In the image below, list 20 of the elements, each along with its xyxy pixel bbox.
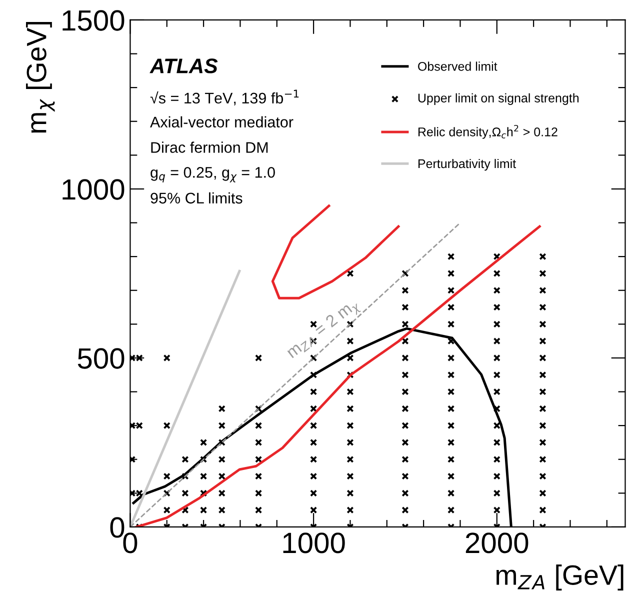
y-axis-title: m$_{χ}$ [GeV]	[26, 22, 55, 133]
annotation: Dirac fermion DM	[151, 142, 268, 153]
annotation: Axial-vector mediator	[150, 116, 294, 128]
annotation: √s = 13 TeV, 139 fb$^{−1}$	[150, 90, 299, 106]
y-tick-label: 500	[78, 348, 124, 369]
y-tick-label: 1500	[62, 10, 124, 31]
annotation: 95% CL limits	[150, 192, 242, 204]
legend-label: Relic density,Ω$_{c}$h$^{2}$ > 0.12	[418, 124, 558, 139]
legend-label: Observed limit	[418, 62, 498, 71]
legend-label: Upper limit on signal strength	[418, 93, 579, 105]
annotation: ATLAS	[150, 58, 218, 74]
x-tick-label: 2000	[466, 532, 528, 554]
annotation: g$_{q}$ = 0.25, g$_{χ}$ = 1.0	[150, 166, 275, 182]
y-tick-label: 0	[110, 517, 124, 538]
annotation: m$_{ZA}$ = 2 m$_{χ}$	[286, 297, 362, 362]
x-tick-label: 1000	[283, 532, 345, 554]
y-tick-label: 1000	[62, 179, 124, 200]
x-axis-title: m$_{ZA}$ [GeV]	[496, 564, 624, 590]
legend-label: Perturbativity limit	[418, 158, 516, 171]
x-tick-label: 0	[123, 532, 138, 554]
